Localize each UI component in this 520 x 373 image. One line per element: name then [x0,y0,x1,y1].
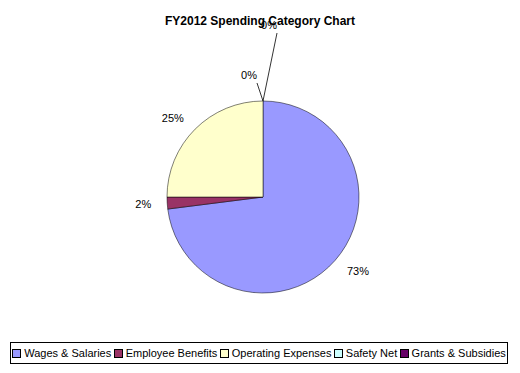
svg-text:0%: 0% [261,19,277,31]
svg-text:25%: 25% [162,112,184,124]
svg-text:0%: 0% [241,69,257,81]
svg-text:2%: 2% [135,198,151,210]
svg-text:73%: 73% [347,265,369,277]
